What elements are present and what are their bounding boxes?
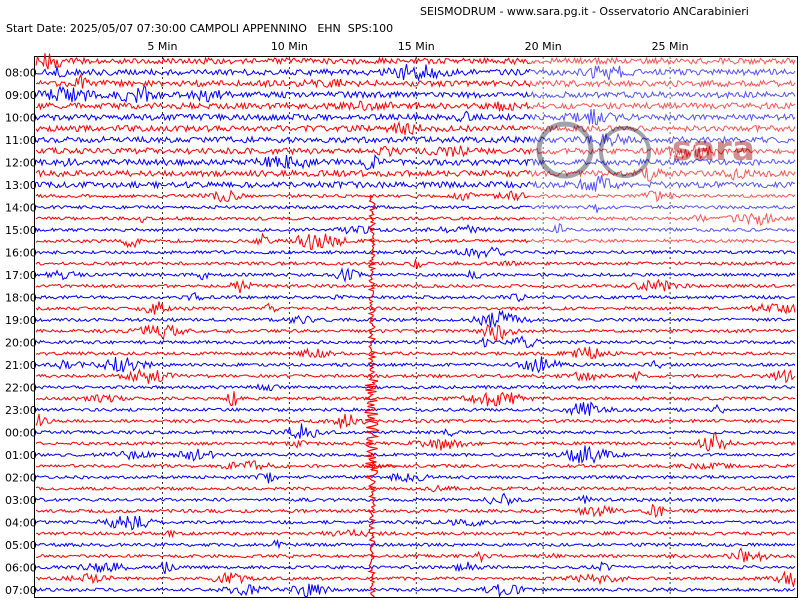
trace [35,401,796,417]
trace [35,391,796,407]
hour-label: 05:00 [5,539,37,552]
trace [35,291,796,303]
trace [35,484,796,493]
traces [35,53,796,599]
hour-label: 07:00 [5,584,37,597]
trace [35,153,796,171]
hour-label: 18:00 [5,291,37,304]
labels: 5 Min 10 Min 15 Min 20 Min 25 Min 08:00 09:00 1… [5,40,689,597]
hour-label: 17:00 [5,269,37,282]
logo-text: sara [672,129,755,169]
hour-label: 04:00 [5,516,37,529]
trace [35,346,796,359]
trace [35,356,796,374]
trace [35,503,796,518]
hour-label: 12:00 [5,156,37,169]
event-trace [364,194,380,598]
hour-label: 10:00 [5,111,37,124]
trace [35,72,796,89]
trace [35,323,796,341]
trace [35,547,796,564]
trace [35,232,796,251]
trace [35,120,796,135]
trace [35,100,796,112]
plot-frame [34,56,798,598]
trace [35,223,796,235]
trace [35,472,796,484]
trace [35,413,796,429]
trace [35,167,796,182]
trace [35,204,796,213]
hour-label: 03:00 [5,494,37,507]
trace [35,246,796,260]
trace [35,144,796,160]
trace [35,445,796,465]
trace [35,538,796,550]
trace [35,570,796,587]
hour-label: 20:00 [5,336,37,349]
hour-label: 19:00 [5,314,37,327]
hour-label: 22:00 [5,381,37,394]
hour-label: 16:00 [5,246,37,259]
trace [35,278,796,294]
hour-label: 15:00 [5,224,37,237]
trace [35,53,796,70]
trace [35,108,796,126]
logo-seal [599,126,651,178]
trace [35,132,796,148]
trace [35,259,796,270]
minute-label: 15 Min [398,40,435,53]
trace [35,189,796,203]
trace [35,335,796,348]
trace [35,301,796,315]
minute-label: 25 Min [652,40,689,53]
hour-label: 06:00 [5,561,37,574]
trace [35,309,796,328]
hour-label: 02:00 [5,471,37,484]
trace [35,492,796,507]
trace [35,460,796,471]
hour-label: 01:00 [5,449,37,462]
logo: sara [530,57,797,245]
trace [35,583,796,599]
trace [35,212,796,226]
trace [35,515,796,531]
hour-label: 23:00 [5,404,37,417]
logo-seal [536,121,594,179]
minute-label: 5 Min [147,40,177,53]
hour-label: 13:00 [5,179,37,192]
hour-label: 09:00 [5,89,37,102]
trace [35,561,796,575]
event-tail [371,459,401,472]
trace [35,85,796,103]
minute-label: 20 Min [525,40,562,53]
logo-backdrop [530,57,797,245]
hour-label: 08:00 [5,66,37,79]
hour-label: 14:00 [5,201,37,214]
hour-label: 21:00 [5,359,37,372]
trace [35,267,796,284]
grid [162,57,671,597]
hour-label: 11:00 [5,134,37,147]
trace [35,528,796,539]
header: SEISMODRUM - www.sara.pg.it - Osservator… [420,5,749,18]
trace [35,368,796,384]
info: Start Date: 2025/05/07 07:30:00 CAMPOLI … [6,22,393,35]
minute-label: 10 Min [271,40,308,53]
hour-label: 00:00 [5,426,37,439]
trace [35,423,796,440]
trace [35,432,796,452]
trace [35,175,796,192]
trace [35,382,796,392]
trace [35,63,796,82]
